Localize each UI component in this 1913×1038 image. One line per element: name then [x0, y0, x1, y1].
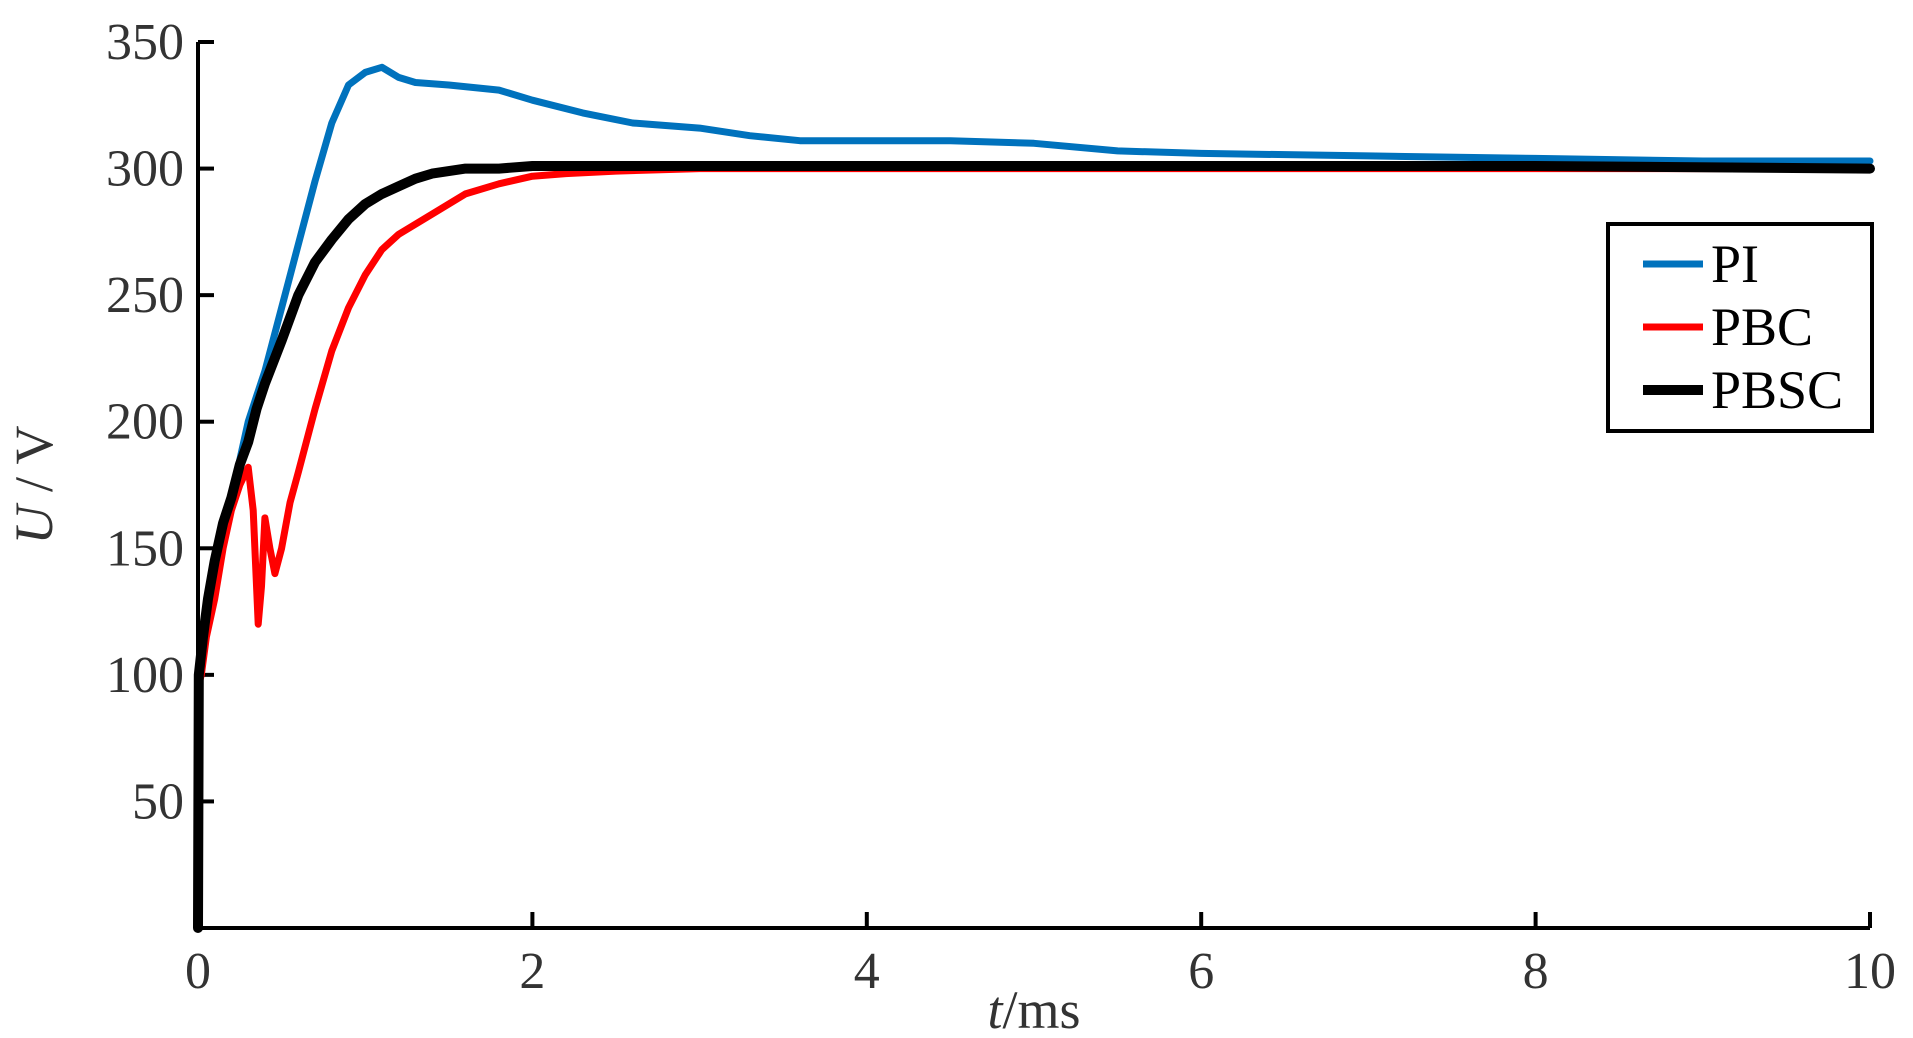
- y-axis-var: U: [4, 503, 64, 545]
- x-tick-label: 6: [1188, 943, 1214, 1000]
- x-tick-label: 8: [1523, 943, 1549, 1000]
- y-tick-label: 50: [132, 773, 184, 830]
- x-tick-label: 4: [854, 943, 880, 1000]
- x-axis-title: t/ms: [987, 980, 1080, 1038]
- x-axis-unit: /ms: [1002, 980, 1080, 1038]
- legend-label-pi: PI: [1711, 234, 1759, 294]
- x-tick-label: 2: [519, 943, 545, 1000]
- y-tick-label: 150: [106, 520, 184, 577]
- legend-label-pbsc: PBSC: [1711, 360, 1843, 420]
- y-tick-label: 350: [106, 14, 184, 71]
- x-tick-label: 10: [1844, 943, 1896, 1000]
- x-axis-var: t: [987, 980, 1004, 1038]
- legend-label-pbc: PBC: [1711, 297, 1813, 357]
- y-tick-label: 300: [106, 141, 184, 198]
- series-line-pbsc: [193, 161, 1875, 933]
- x-tick-label: 0: [185, 943, 211, 1000]
- y-tick-label: 100: [106, 647, 184, 704]
- y-tick-label: 250: [106, 267, 184, 324]
- y-tick-label: 200: [106, 394, 184, 451]
- series-group: [193, 63, 1875, 933]
- x-ticks: 0 2 4 6 8 10: [185, 912, 1896, 1000]
- y-ticks: 50 100 150 200 250 300 350: [106, 14, 214, 830]
- y-axis-title: U / V: [4, 425, 64, 544]
- y-axis-unit: / V: [4, 425, 64, 505]
